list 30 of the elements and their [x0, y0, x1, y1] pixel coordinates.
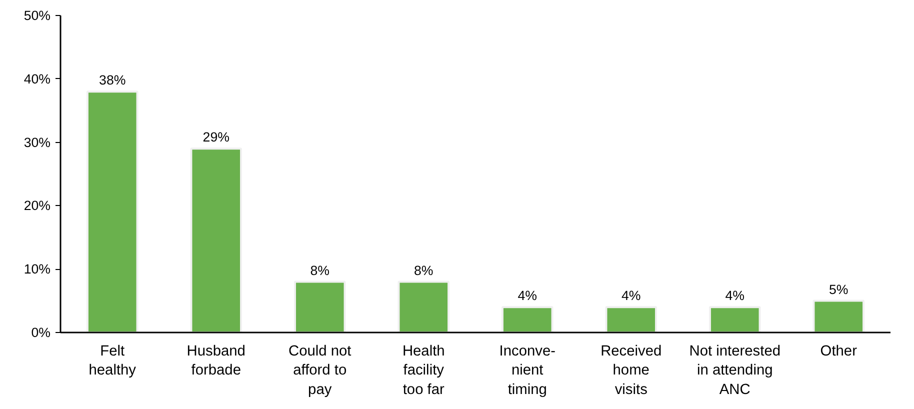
data-label: 5% [828, 282, 848, 297]
bar [190, 148, 242, 332]
x-tick-label: Felt healthy [88, 344, 137, 379]
x-tick-label: Other [820, 344, 858, 360]
data-label: 29% [202, 130, 230, 145]
bar [605, 306, 658, 332]
data-label: 4% [621, 288, 641, 304]
data-label: 4% [518, 288, 538, 304]
bar [294, 280, 346, 332]
x-tick-label: Could not afford to pay [288, 344, 352, 398]
data-label: 38% [99, 72, 126, 88]
y-tick-label: 20% [24, 198, 51, 214]
bar [398, 280, 450, 332]
data-label: 4% [725, 288, 745, 304]
bar [86, 90, 138, 332]
data-label: 8% [414, 262, 434, 278]
bar [501, 306, 554, 332]
y-tick-label: 30% [24, 134, 51, 150]
bar [812, 300, 865, 332]
x-tick-label: Health facility too far [402, 344, 445, 398]
x-tick-label: Inconve- nient timing [499, 344, 556, 398]
y-tick-label: 50% [24, 8, 51, 23]
y-tick-label: 0% [31, 325, 51, 340]
bar [708, 306, 761, 332]
x-tick-label: Not interested in attending ANC [689, 344, 781, 398]
y-tick-label: 40% [24, 71, 51, 86]
x-tick-label: Received home visits [600, 344, 662, 398]
y-tick-label: 10% [24, 262, 51, 277]
data-label: 8% [310, 262, 330, 278]
x-tick-label: Husband forbade [186, 344, 246, 379]
